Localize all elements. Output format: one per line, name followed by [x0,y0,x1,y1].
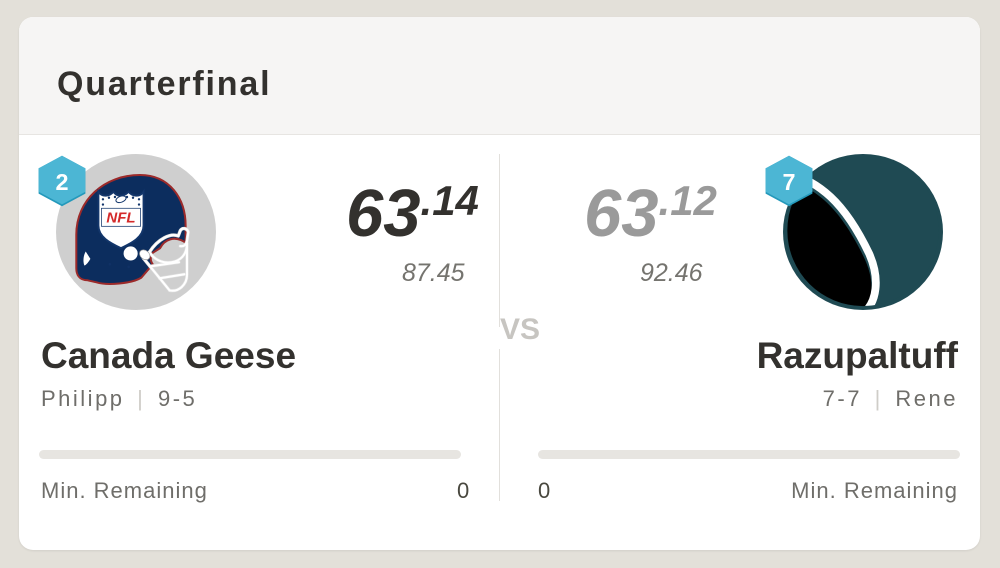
svg-text:NFL: NFL [106,210,135,227]
svg-text:2: 2 [55,169,68,195]
svg-text:7: 7 [782,169,795,195]
